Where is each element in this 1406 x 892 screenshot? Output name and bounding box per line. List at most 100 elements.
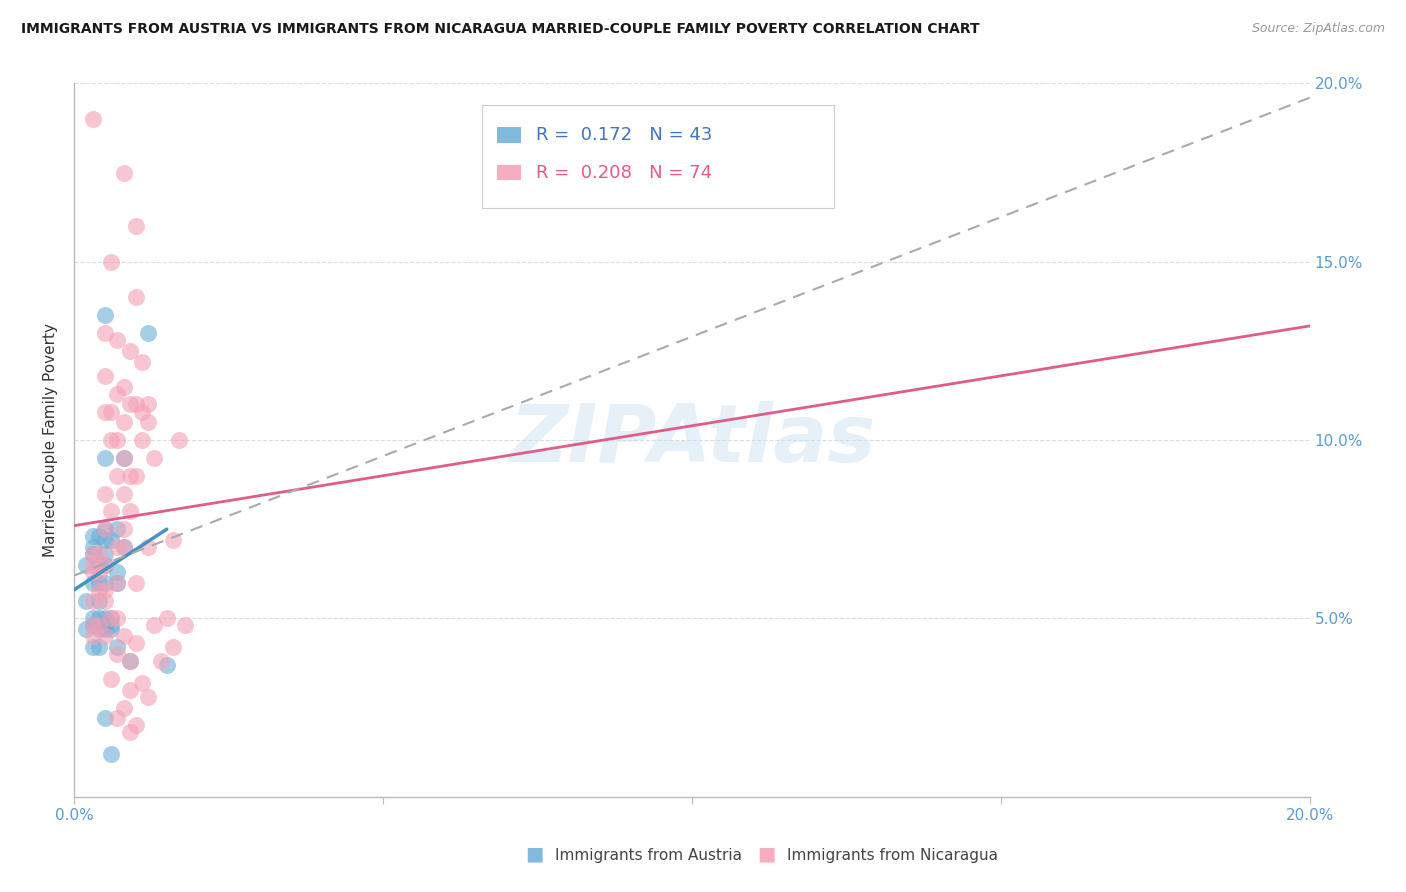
Y-axis label: Married-Couple Family Poverty: Married-Couple Family Poverty (44, 323, 58, 558)
Text: Immigrants from Nicaragua: Immigrants from Nicaragua (787, 848, 998, 863)
Point (94, 547, 117, 561)
Point (94, 611, 117, 625)
Point (82, 529, 104, 543)
Point (118, 504, 141, 518)
Text: R =  0.172   N = 43: R = 0.172 N = 43 (536, 126, 713, 144)
Point (94, 618, 117, 632)
Point (94, 368, 117, 383)
Point (82, 112, 104, 127)
Point (87, 547, 110, 561)
Point (87, 640, 110, 654)
Point (105, 333, 128, 347)
Point (125, 575, 148, 590)
Point (100, 622, 122, 636)
Point (94, 326, 117, 340)
Point (94, 308, 117, 322)
Point (75, 558, 97, 572)
Point (82, 547, 104, 561)
Point (105, 575, 128, 590)
Point (125, 290, 148, 304)
Point (105, 386, 128, 401)
Point (125, 219, 148, 233)
Point (143, 450, 166, 465)
Point (125, 468, 148, 483)
Point (82, 640, 104, 654)
FancyBboxPatch shape (496, 127, 522, 143)
Point (156, 657, 179, 672)
Point (94, 711, 117, 725)
Point (94, 582, 117, 597)
Point (94, 522, 117, 536)
Point (94, 450, 117, 465)
Point (94, 558, 117, 572)
Point (112, 540, 135, 554)
Point (118, 397, 141, 411)
Point (112, 700, 135, 714)
Point (105, 575, 128, 590)
Point (94, 522, 117, 536)
Point (112, 486, 135, 500)
Point (94, 575, 117, 590)
Point (136, 540, 159, 554)
Point (131, 404, 153, 418)
Point (125, 636, 148, 650)
Point (82, 593, 104, 607)
Point (82, 618, 104, 632)
Point (82, 540, 104, 554)
Point (87, 582, 110, 597)
Point (87, 575, 110, 590)
Point (149, 654, 172, 668)
Point (162, 640, 184, 654)
Point (75, 593, 97, 607)
Point (118, 682, 141, 697)
Point (100, 672, 122, 686)
Point (136, 690, 159, 704)
Text: ■: ■ (524, 845, 544, 863)
Point (100, 611, 122, 625)
FancyBboxPatch shape (496, 165, 522, 180)
Point (105, 711, 128, 725)
Point (105, 433, 128, 447)
Point (94, 593, 117, 607)
Point (143, 618, 166, 632)
Point (112, 450, 135, 465)
Text: IMMIGRANTS FROM AUSTRIA VS IMMIGRANTS FROM NICARAGUA MARRIED-COUPLE FAMILY POVER: IMMIGRANTS FROM AUSTRIA VS IMMIGRANTS FR… (21, 22, 980, 37)
Point (100, 533, 122, 547)
Point (105, 611, 128, 625)
Point (112, 629, 135, 643)
Point (75, 622, 97, 636)
Point (112, 165, 135, 179)
Point (136, 415, 159, 429)
Point (162, 533, 184, 547)
Point (100, 504, 122, 518)
Point (94, 558, 117, 572)
Point (118, 725, 141, 739)
Point (87, 593, 110, 607)
Point (87, 618, 110, 632)
Point (100, 747, 122, 761)
Point (87, 565, 110, 579)
Point (131, 433, 153, 447)
Point (105, 640, 128, 654)
Point (118, 654, 141, 668)
Point (125, 718, 148, 732)
Point (112, 522, 135, 536)
Point (118, 654, 141, 668)
Point (131, 675, 153, 690)
Point (82, 611, 104, 625)
Point (87, 618, 110, 632)
Point (94, 622, 117, 636)
Point (87, 611, 110, 625)
Point (82, 547, 104, 561)
Point (82, 629, 104, 643)
Text: ZIPAtlas: ZIPAtlas (509, 401, 875, 479)
Point (82, 565, 104, 579)
Point (82, 618, 104, 632)
Point (125, 397, 148, 411)
Text: Immigrants from Austria: Immigrants from Austria (555, 848, 742, 863)
Point (82, 575, 104, 590)
Point (87, 558, 110, 572)
Point (100, 404, 122, 418)
Point (156, 611, 179, 625)
Point (174, 618, 197, 632)
